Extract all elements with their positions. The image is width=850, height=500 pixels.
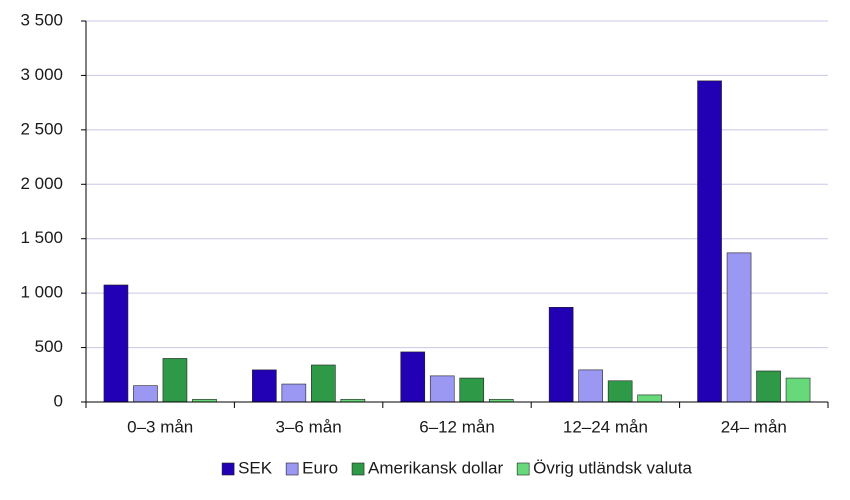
y-tick-label: 1 500	[20, 228, 63, 247]
bar	[697, 80, 722, 403]
legend-swatch	[351, 462, 365, 476]
bar	[637, 394, 662, 403]
bar	[756, 370, 781, 403]
x-tick-label: 0–3 mån	[127, 417, 193, 436]
x-tick-label: 6–12 mån	[419, 417, 495, 436]
legend-swatch	[285, 462, 299, 476]
y-tick-label: 3 500	[20, 10, 63, 29]
bar	[281, 383, 307, 403]
bar	[429, 375, 455, 403]
bar	[252, 369, 277, 403]
bar	[400, 351, 426, 403]
legend-label: Euro	[302, 458, 338, 477]
x-tick-label: 12–24 mån	[563, 417, 648, 436]
bar	[726, 252, 752, 403]
legend-swatch	[221, 462, 235, 476]
bar	[133, 385, 158, 403]
legend-label: Övrig utländsk valuta	[533, 458, 692, 477]
legend-swatch	[516, 462, 530, 476]
x-tick-label: 3–6 mån	[276, 417, 342, 436]
bar	[548, 306, 574, 403]
bar	[459, 377, 485, 403]
bar	[162, 358, 188, 403]
bar	[785, 377, 811, 403]
y-tick-label: 500	[35, 337, 63, 356]
legend-label: Amerikansk dollar	[368, 458, 503, 477]
y-tick-label: 0	[54, 391, 63, 410]
y-tick-label: 3 000	[20, 65, 63, 84]
bar	[103, 284, 129, 403]
x-tick-label: 24– mån	[721, 417, 787, 436]
bar	[311, 364, 336, 403]
y-tick-label: 1 000	[20, 283, 63, 302]
bar	[578, 369, 603, 403]
y-tick-label: 2 500	[20, 119, 63, 138]
y-tick-label: 2 000	[20, 174, 63, 193]
legend-label: SEK	[238, 458, 273, 477]
bar	[607, 380, 633, 403]
